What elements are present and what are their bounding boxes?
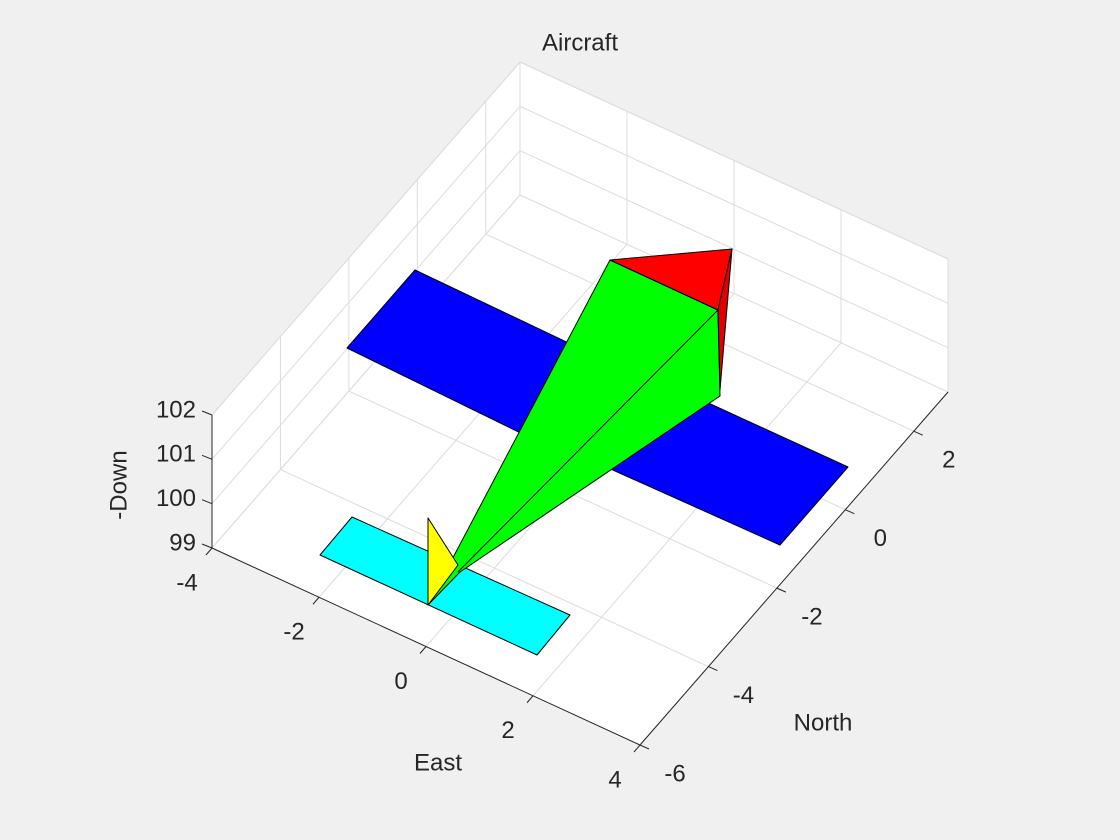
x-axis-line bbox=[211, 547, 641, 746]
grid-line bbox=[211, 106, 521, 460]
grid-line bbox=[519, 150, 949, 349]
grid-line bbox=[532, 342, 842, 697]
x-tick bbox=[526, 695, 534, 704]
grid-line bbox=[519, 194, 949, 393]
z-tick-label: 100 bbox=[156, 485, 196, 512]
y-tick bbox=[639, 744, 650, 750]
nose-side bbox=[717, 248, 733, 391]
x-tick-label: -4 bbox=[176, 569, 197, 596]
y-tick-label: -2 bbox=[801, 603, 822, 630]
z-tick-label: 101 bbox=[156, 441, 196, 468]
x-tick-label: 0 bbox=[394, 668, 407, 695]
aircraft bbox=[319, 248, 849, 656]
chart-title: Aircraft bbox=[542, 29, 618, 56]
y-tick-label: -4 bbox=[733, 682, 754, 709]
x-tick bbox=[205, 547, 213, 556]
x-tick-label: 2 bbox=[501, 717, 514, 744]
z-tick-label: 102 bbox=[156, 396, 196, 423]
z-tick bbox=[201, 410, 213, 416]
y-tick bbox=[776, 587, 787, 593]
x-axis-label: East bbox=[414, 749, 462, 776]
y-tick-label: 0 bbox=[874, 525, 887, 552]
x-tick-label: 4 bbox=[608, 766, 621, 793]
fuselage-edge bbox=[457, 309, 719, 573]
z-tick-label: 99 bbox=[169, 529, 196, 556]
z-axis-label: -Down bbox=[105, 450, 132, 519]
axes: -4 -2 0 2 4 -6 -4 -2 0 2 99 100 101 102 bbox=[156, 391, 955, 793]
grid-line bbox=[211, 194, 521, 549]
x-tick bbox=[633, 744, 641, 753]
tail-fin bbox=[427, 517, 459, 606]
y-tick bbox=[913, 430, 923, 436]
z-tick bbox=[201, 543, 213, 549]
x-tick-label: -2 bbox=[283, 619, 304, 646]
z-tick bbox=[201, 454, 213, 460]
grid-line bbox=[280, 469, 709, 668]
y-tick-label: -6 bbox=[664, 760, 685, 787]
grid-line bbox=[211, 61, 521, 416]
y-axis-line bbox=[639, 391, 949, 746]
y-tick bbox=[845, 509, 855, 515]
y-tick bbox=[708, 666, 718, 672]
grid-line bbox=[519, 105, 949, 304]
x-tick bbox=[312, 596, 320, 605]
z-tick bbox=[201, 499, 213, 505]
y-axis-label: North bbox=[794, 709, 853, 736]
x-tick bbox=[419, 646, 427, 654]
grid-line bbox=[519, 61, 949, 260]
y-tick-label: 2 bbox=[942, 447, 955, 474]
